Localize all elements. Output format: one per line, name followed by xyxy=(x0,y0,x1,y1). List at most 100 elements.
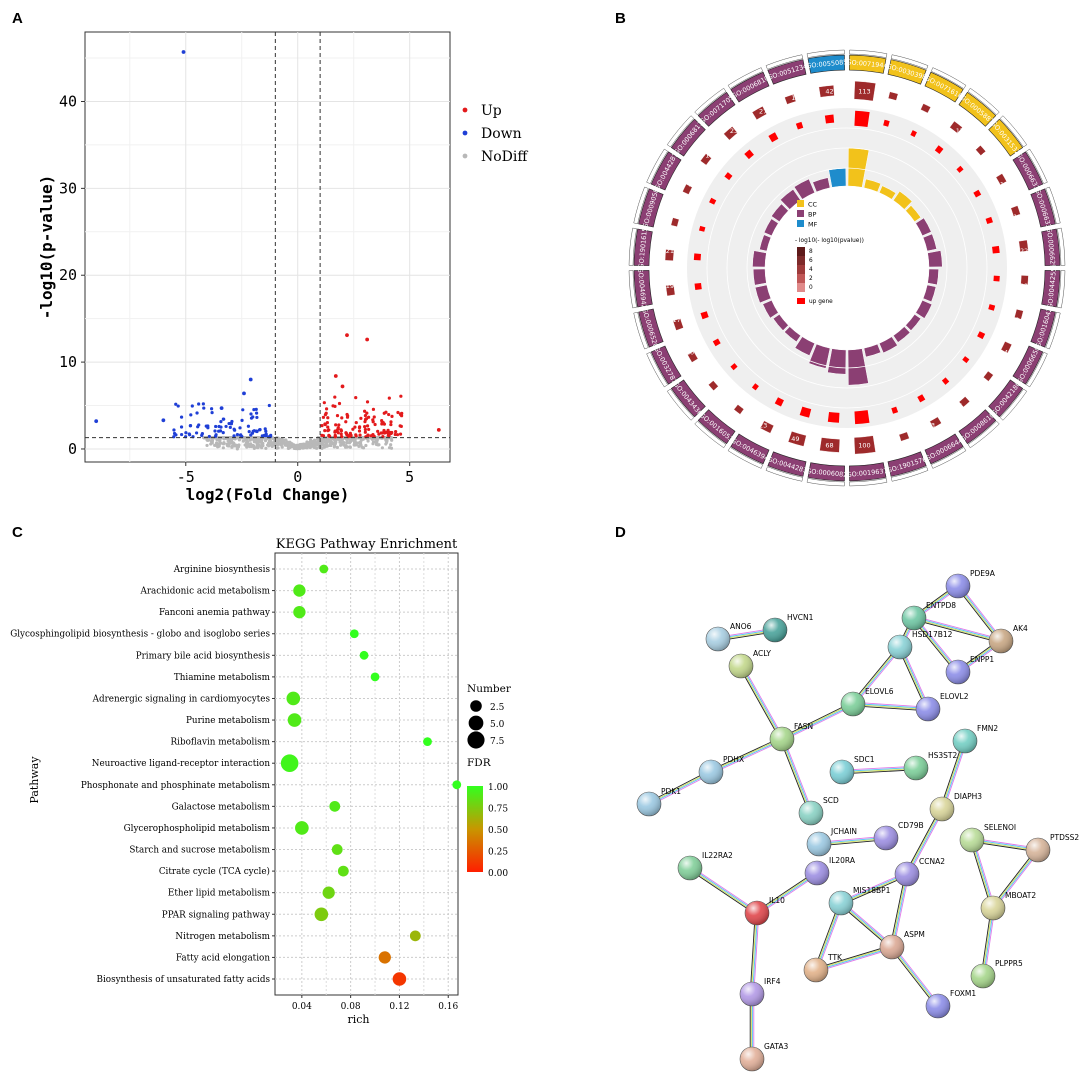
nodiff-point xyxy=(261,441,265,445)
nodiff-point xyxy=(360,445,364,449)
term-segment xyxy=(1030,188,1056,228)
nodiff-point xyxy=(255,442,259,446)
nodiff-point xyxy=(357,444,361,448)
tick-ring xyxy=(694,420,727,449)
legend-label: Up xyxy=(481,103,502,119)
scale-tick-label: 2 xyxy=(809,276,813,282)
term-label: GO:0044255 xyxy=(1046,267,1058,309)
up-gene-bar xyxy=(988,304,996,311)
nodiff-point xyxy=(213,443,217,447)
term-segment xyxy=(924,433,964,465)
highlight-point xyxy=(333,374,338,378)
pathway-label: Phosphonate and phosphinate metabolism xyxy=(81,781,271,791)
x-tick-label: -5 xyxy=(177,468,195,486)
network-edge xyxy=(852,704,928,711)
nodiff-point xyxy=(324,442,329,446)
rich-bar xyxy=(772,314,789,331)
up-gene-bar xyxy=(985,216,993,224)
network-edge xyxy=(816,948,893,973)
up-point xyxy=(320,424,324,428)
nodiff-point xyxy=(276,446,280,450)
pathway-label: Arginine biosynthesis xyxy=(173,565,271,575)
pathway-label: Biosynthesis of unsaturated fatty acids xyxy=(97,975,271,985)
up-point xyxy=(337,423,341,427)
nodiff-point xyxy=(389,443,393,447)
kegg-dot-plot: KEGG Pathway Enrichment Arginine biosynth… xyxy=(10,537,512,1026)
network-edge xyxy=(815,945,892,970)
nodiff-point xyxy=(230,445,234,449)
up-point xyxy=(323,412,328,417)
node-gloss xyxy=(763,618,787,642)
node-gloss xyxy=(930,797,954,821)
node-gloss xyxy=(740,1047,764,1071)
network-edge xyxy=(740,666,782,740)
network-edge xyxy=(783,738,814,813)
up-gene-bar xyxy=(910,130,917,138)
network-edge xyxy=(889,873,906,947)
node-label: HSD17B12 xyxy=(912,630,953,639)
nodiff-point xyxy=(380,446,384,450)
bg-count-label: 22 xyxy=(1020,247,1028,255)
node-label: IL22RA2 xyxy=(702,851,733,860)
network-edge xyxy=(711,739,783,773)
nodiff-point xyxy=(283,443,287,447)
rich-bar xyxy=(878,185,897,200)
scale-tick-label: 0 xyxy=(809,285,813,291)
size-legend-dot xyxy=(468,715,484,731)
bg-count-bar xyxy=(975,145,987,156)
rich-bar xyxy=(754,284,772,304)
nodiff-point xyxy=(348,445,352,449)
tick-ring xyxy=(967,420,1000,449)
down-point xyxy=(187,432,191,436)
up-point xyxy=(399,394,403,398)
highlight-point xyxy=(94,419,99,424)
tick-ring xyxy=(1057,227,1066,266)
nodiff-point xyxy=(340,442,344,446)
term-segment xyxy=(849,54,887,74)
up-point xyxy=(324,407,329,411)
up-gene-bar xyxy=(977,331,986,340)
down-point xyxy=(252,408,256,412)
up-gene-bar xyxy=(795,121,804,130)
node-gloss xyxy=(960,828,984,852)
node-gloss xyxy=(946,574,970,598)
network-edge xyxy=(842,768,917,774)
pathway-label: Glycosphingolipid biosynthesis - globo a… xyxy=(10,630,270,640)
network-edge xyxy=(842,769,917,775)
highlight-point xyxy=(219,406,224,411)
down-point xyxy=(172,428,176,432)
bg-count-bar xyxy=(898,431,910,442)
network-edge xyxy=(906,808,942,874)
tick-ring xyxy=(633,186,649,225)
pathway-dot xyxy=(293,606,306,619)
pathway-dot xyxy=(286,691,301,706)
rich-bar xyxy=(763,218,779,237)
down-point xyxy=(174,433,178,437)
tick-ring xyxy=(628,270,637,309)
down-point xyxy=(260,434,264,438)
up-point xyxy=(387,396,391,400)
nodiff-point xyxy=(345,445,349,449)
node-label: ELOVL2 xyxy=(940,692,969,701)
network-edge xyxy=(782,704,854,740)
down-point xyxy=(174,402,178,406)
up-gene-bar xyxy=(709,197,717,205)
network-edge xyxy=(750,912,757,994)
node-gloss xyxy=(678,856,702,880)
nodiff-point xyxy=(364,443,368,448)
nodiff-point xyxy=(366,439,370,443)
tick-ring xyxy=(666,388,695,421)
term-segment xyxy=(1030,308,1056,348)
up-point xyxy=(333,395,337,399)
tick-ring xyxy=(628,227,637,266)
up-point xyxy=(386,433,391,438)
nodiff-point xyxy=(345,439,349,443)
bg-count-bar xyxy=(818,85,835,98)
tick-ring xyxy=(694,87,727,116)
nodiff-point xyxy=(294,445,298,450)
bg-count-label: 8 xyxy=(897,94,901,102)
tick-ring xyxy=(633,311,649,350)
bg-count-bar xyxy=(670,217,680,227)
color-legend-label: 0.75 xyxy=(488,805,508,815)
network-edge xyxy=(991,848,1037,908)
